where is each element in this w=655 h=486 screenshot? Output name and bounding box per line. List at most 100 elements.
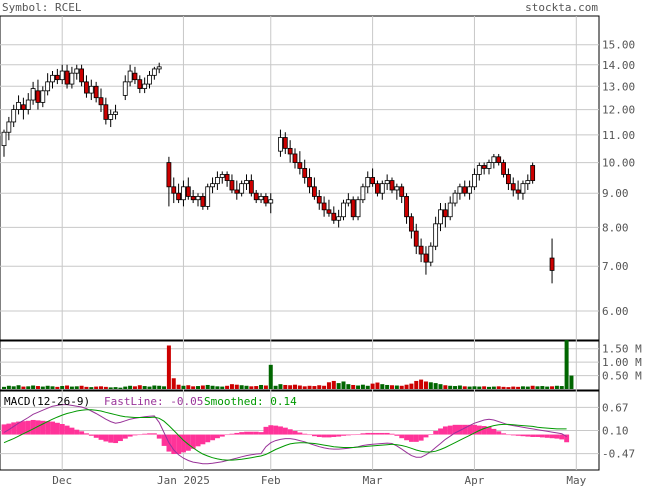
candle-body [447, 202, 453, 218]
macd-histogram-bar [472, 424, 477, 435]
candle-body [156, 66, 162, 70]
volume-bar [472, 386, 477, 389]
macd-histogram-bar [11, 422, 17, 435]
macd-histogram-bar [171, 434, 177, 455]
volume-bar [225, 385, 230, 389]
macd-histogram-bar [244, 431, 249, 435]
macd-histogram-bar [40, 420, 46, 435]
macd-histogram-bar [404, 434, 410, 441]
macd-histogram-bar [45, 421, 51, 435]
volume-bar [259, 384, 264, 389]
volume-bar [443, 385, 448, 389]
candle-body [200, 196, 206, 207]
candle-body [384, 180, 390, 185]
candle-body [287, 147, 293, 155]
volume-bar [196, 386, 200, 389]
candle-body [108, 114, 114, 120]
price-candles [1, 62, 555, 284]
volume-bar [94, 386, 99, 389]
candle-body [442, 209, 448, 218]
volume-bars [2, 340, 574, 389]
macd-histogram-bar [30, 419, 36, 435]
candle-body [486, 162, 492, 169]
axis-labels: 15.00 14.00 13.00 12.00 11.00 10.00 9.00 8.00 7.… [52, 39, 642, 486]
volume-bar [356, 385, 361, 389]
volume-bar [50, 386, 55, 389]
volume-bar [399, 385, 404, 389]
volume-bar [312, 386, 317, 389]
volume-bar [229, 384, 234, 389]
macd-histogram-bar [496, 431, 502, 435]
macd-histogram-bar [481, 426, 487, 435]
macd-histogram-bar [69, 427, 75, 435]
macd-histogram-bar [118, 434, 123, 442]
volume-bar [55, 386, 60, 389]
macd-histogram-bar [384, 432, 390, 435]
candle-body [438, 209, 443, 225]
macd-histogram-bar [84, 433, 89, 435]
candle-body [214, 177, 220, 185]
macd-histogram-bar [370, 432, 376, 435]
macd-histogram-bar [418, 434, 424, 441]
macd-histogram-bar [535, 434, 540, 437]
macd-histogram-bar [268, 425, 274, 435]
candle-body [467, 186, 473, 194]
volume-bar [482, 386, 487, 389]
volume-bar [336, 383, 341, 389]
volume-bar [487, 386, 491, 389]
candle-body [93, 85, 99, 99]
candle-body [282, 137, 288, 149]
candle-body [505, 174, 511, 185]
volume-bar [215, 386, 220, 389]
macd-histogram-bar [239, 432, 245, 435]
candle-body [244, 180, 249, 185]
candle-body [336, 216, 342, 221]
macd-histogram-bar [205, 434, 211, 443]
macd-histogram-bar [365, 432, 371, 435]
volume-bar [244, 385, 249, 389]
candle-body [132, 72, 138, 81]
macd-histogram-bar [190, 434, 196, 449]
volume-bar [142, 386, 147, 389]
macd-histogram-bar [161, 434, 167, 446]
macd-histogram-bar [467, 424, 473, 435]
volume-bar [554, 385, 559, 389]
volume-bar [31, 385, 36, 389]
candle-body [103, 104, 109, 120]
macd-histogram-bar [428, 434, 434, 435]
candle-body [181, 186, 186, 201]
volume-tick-label: 1.50 M [602, 343, 642, 356]
volume-bar [249, 386, 254, 389]
macd-histogram-bar [302, 433, 308, 435]
time-tick-label: Apr [465, 474, 485, 486]
volume-tick-label: 1.00 M [602, 356, 642, 369]
volume-bar [545, 386, 550, 389]
candle-body [413, 230, 419, 247]
macd-histogram-bar [457, 424, 463, 435]
macd-histogram-bar [98, 434, 104, 440]
candle-body [268, 199, 274, 204]
volume-bar [385, 384, 390, 389]
volume-bar [559, 386, 564, 389]
candle-body [476, 165, 482, 175]
volume-bar [103, 386, 108, 389]
volume-bar [45, 385, 50, 389]
candle-body [253, 192, 259, 201]
macd-tick-label: 0.10 [602, 425, 629, 438]
macd-histogram-bar [200, 434, 206, 445]
candle-body [248, 180, 254, 194]
volume-bar [205, 384, 210, 389]
macd-histogram-bar [210, 434, 216, 441]
macd-histogram-bar [88, 434, 94, 436]
volume-bar [26, 386, 31, 389]
candle-body [185, 186, 191, 197]
candle-body [176, 192, 182, 201]
macd-histogram-bar [35, 420, 41, 435]
macd-histogram-bar [282, 427, 288, 435]
volume-bar [346, 384, 351, 389]
candle-body [98, 97, 104, 106]
macd-histogram-bar [195, 434, 201, 447]
volume-bar [210, 385, 215, 389]
price-tick-label: 12.00 [602, 104, 635, 117]
candle-body [549, 257, 555, 271]
